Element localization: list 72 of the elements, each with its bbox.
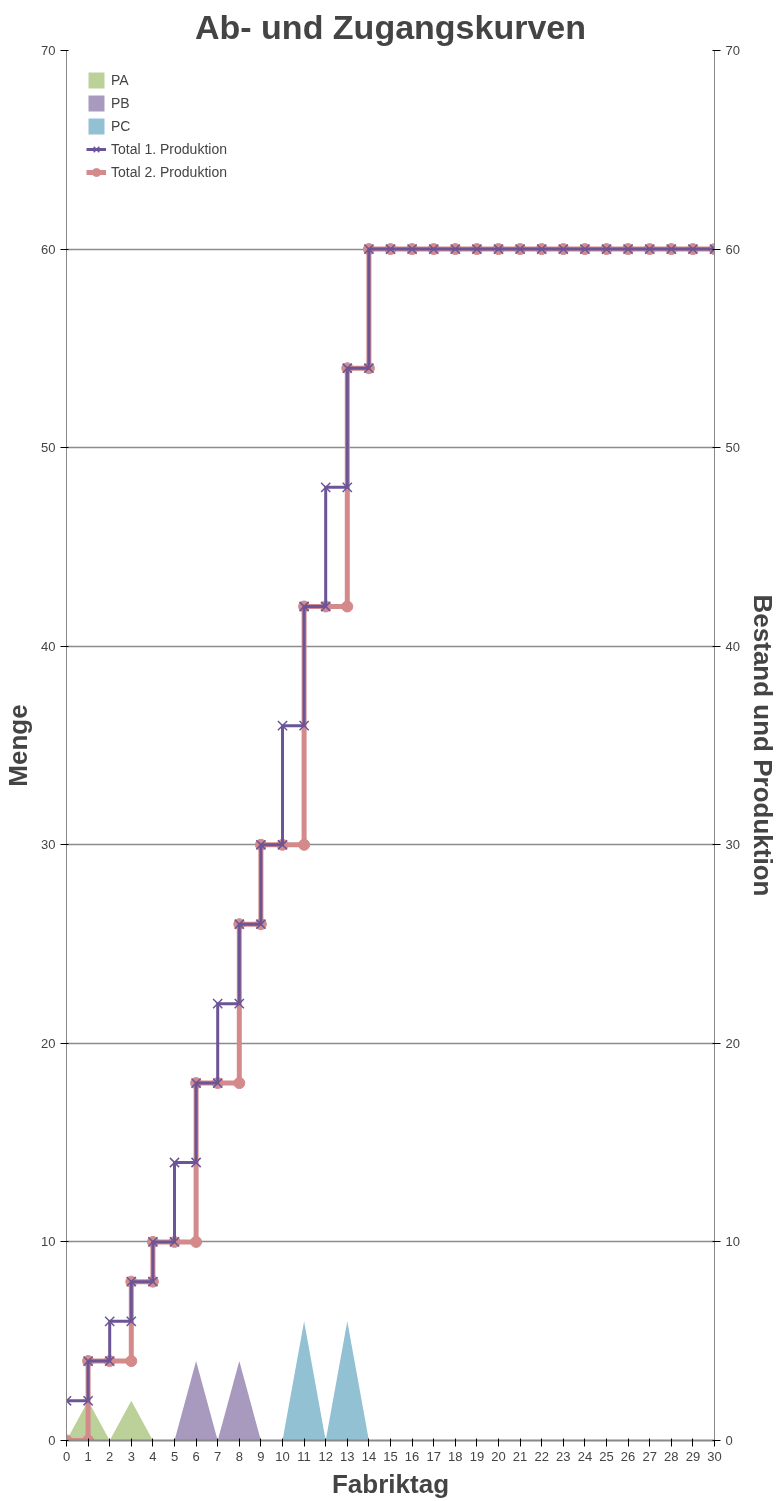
x-tick-label: 16 [404,1448,420,1464]
x-tick-label: 18 [448,1448,463,1464]
y2-tick-label: 70 [725,43,740,58]
x-tick-label: 24 [577,1448,593,1464]
point [298,838,311,851]
x-tick-label: 11 [297,1448,311,1464]
chart-title: Ab- und Zugangskurven [195,7,586,46]
x-tick-label: 27 [642,1448,657,1464]
point [233,1077,246,1090]
legend-label: PA [111,72,130,88]
y-tick-label: 20 [41,1035,56,1051]
point [233,998,245,1009]
y-tick-label: 0 [48,1433,56,1448]
point [125,1316,137,1327]
x-tick-label: 13 [340,1448,355,1464]
x-tick-label: 6 [192,1448,200,1464]
point [320,482,332,493]
x-tick-label: 3 [127,1448,135,1464]
point [341,482,353,493]
x-tick-label: 21 [512,1448,528,1464]
point [212,998,224,1009]
legend-label: Total 1. Produktion [111,141,227,157]
x-tick-label: 19 [469,1448,485,1464]
x-tick-label: 23 [556,1448,571,1464]
x-axis-title: Fabriktag [331,1468,450,1499]
point [190,1235,203,1248]
x-tick-label: 1 [84,1448,92,1464]
y-tick-label: 70 [41,43,56,58]
x-tick-label: 9 [257,1448,265,1464]
x-tick-label: 22 [534,1448,549,1464]
point [125,1355,138,1368]
point [190,1157,202,1168]
y-tick-label: 10 [41,1234,56,1250]
x-tick-label: 8 [235,1448,243,1464]
legend-label: PC [111,118,131,134]
x-tick-label: 29 [685,1448,701,1464]
point [298,720,310,731]
point [169,1157,180,1168]
x-tick-label: 0 [62,1448,71,1464]
y2-tick-label: 20 [725,1035,740,1051]
legend-label: Total 2. Produktion [111,164,227,180]
y-tick-label: 60 [41,241,56,257]
point [341,600,354,613]
x-tick-label: 30 [707,1448,722,1464]
x-tick-label: 26 [620,1448,636,1464]
y2-tick-label: 0 [725,1433,733,1448]
y-tick-label: 50 [41,440,56,456]
y2-tick-label: 50 [725,440,740,456]
x-tick-label: 25 [599,1448,614,1464]
y-axis-title: Menge [3,704,34,787]
x-tick-label: 20 [491,1448,506,1464]
x-tick-label: 15 [383,1448,398,1464]
x-tick-label: 12 [318,1448,333,1464]
x-tick-label: 2 [106,1448,114,1464]
legend-label: PB [111,95,131,111]
y-tick-label: 30 [41,837,56,853]
y2-axis-title: Bestand und Produktion [747,594,778,897]
y2-tick-label: 40 [725,638,740,654]
point [277,720,288,731]
y2-tick-label: 10 [725,1234,740,1250]
x-tick-label: 5 [170,1448,179,1464]
x-tick-label: 7 [214,1448,222,1464]
y2-tick-label: 30 [725,837,740,853]
x-tick-label: 28 [664,1448,679,1464]
x-tick-label: 14 [361,1448,377,1464]
y-tick-label: 40 [41,638,56,654]
x-tick-label: 4 [149,1448,157,1464]
point [104,1316,116,1327]
y2-tick-label: 60 [725,241,740,257]
x-tick-label: 17 [426,1448,441,1464]
x-tick-label: 10 [275,1448,290,1464]
point [82,1395,94,1407]
